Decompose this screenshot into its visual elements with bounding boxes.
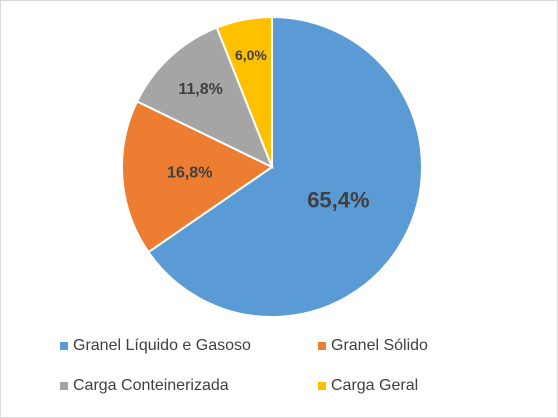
pie-slice [135, 26, 274, 170]
data-label: 11,8% [178, 81, 222, 98]
pie-slice [215, 15, 273, 168]
data-label: 16,8% [167, 164, 212, 181]
data-label: 65,4% [307, 188, 369, 213]
legend-marker [60, 342, 68, 350]
legend-marker [318, 342, 326, 350]
data-label: 6,0% [235, 47, 267, 63]
legend-label: Carga Conteinerizada [73, 377, 229, 394]
legend-marker [318, 382, 326, 390]
pie-slice [121, 100, 274, 254]
legend-label: Granel Sólido [331, 337, 428, 354]
legend-label: Carga Geral [331, 377, 418, 394]
legend-marker [60, 382, 68, 390]
legend-label: Granel Líquido e Gasoso [73, 337, 251, 354]
pie-slice [147, 15, 423, 318]
